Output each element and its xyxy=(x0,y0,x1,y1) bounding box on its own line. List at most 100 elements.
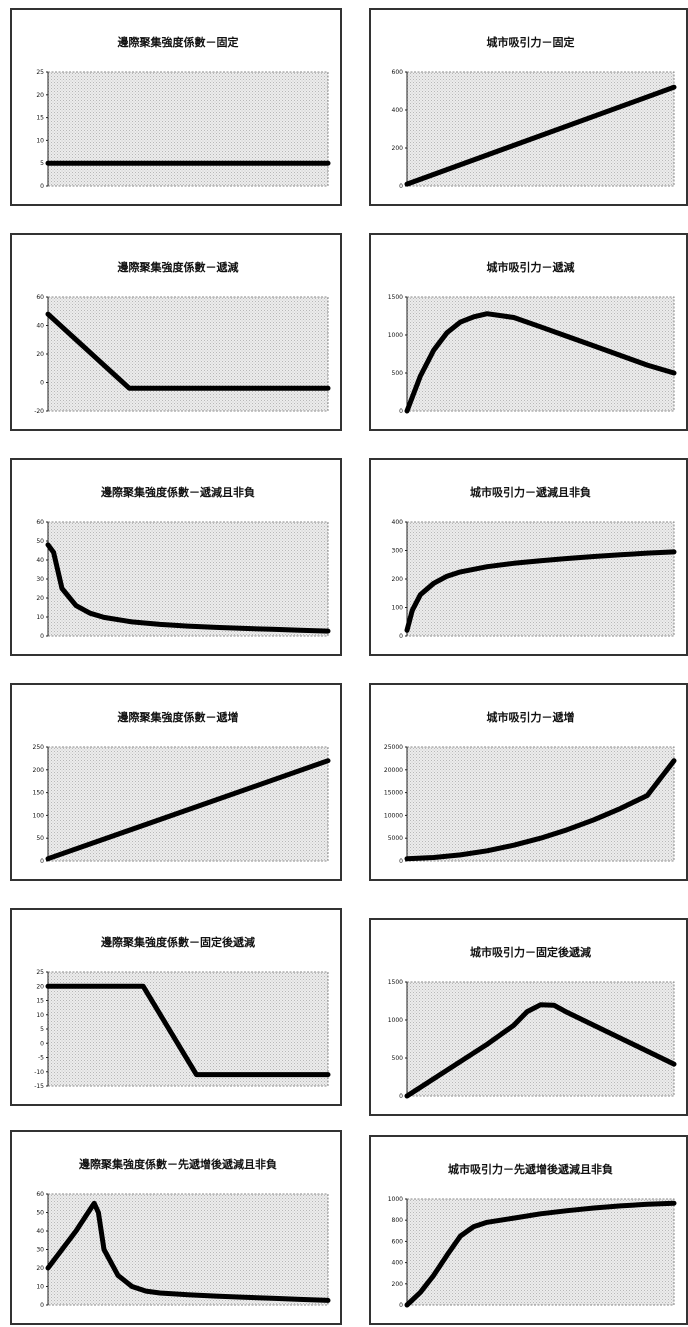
series-line xyxy=(45,1200,331,1303)
chart-svg: 城市吸引力－固定後遞減 1500 1000 500 0 xyxy=(388,945,677,1100)
chart-title: 邊際聚集強度係數－先遞增後遞減且非負 xyxy=(79,1157,277,1171)
y-tick-label: 10 xyxy=(36,614,44,621)
y-tick-label: 0 xyxy=(40,1302,44,1309)
y-tick-label: -5 xyxy=(38,1055,44,1062)
chart-svg: 邊際聚集強度係數－固定 25 20 15 10 5 0 xyxy=(36,35,331,190)
y-tick-label: 1000 xyxy=(388,1017,403,1024)
y-tick-label: -20 xyxy=(34,408,44,415)
y-tick-label: 0 xyxy=(399,1302,403,1309)
chart-title: 城市吸引力－固定後遞減 xyxy=(470,945,591,959)
y-tick-label: 20 xyxy=(36,1265,44,1272)
chart-svg: 城市吸引力－固定 600 400 200 0 xyxy=(392,35,677,190)
y-tick-label: 250 xyxy=(33,744,45,751)
y-tick-label: 150 xyxy=(33,790,45,797)
y-tick-label: 40 xyxy=(36,557,44,564)
y-tick-label: 25 xyxy=(36,69,44,76)
chart-title: 邊際聚集強度係數－固定後遞減 xyxy=(101,935,255,949)
chart-panel: 邊際聚集強度係數－遞減 60 40 20 0 -20 xyxy=(10,233,342,431)
y-tick-label: 20 xyxy=(36,92,44,99)
y-tick-label: 5000 xyxy=(388,835,403,842)
chart-title: 城市吸引力－遞減 xyxy=(487,260,575,274)
y-tick-label: 0 xyxy=(399,858,403,865)
series-line xyxy=(404,758,677,862)
chart-svg: 邊際聚集強度係數－先遞增後遞減且非負 60 50 40 30 20 10 0 xyxy=(36,1157,331,1309)
plot-area xyxy=(406,296,675,412)
chart-panel: 城市吸引力－遞減 1500 1000 500 0 xyxy=(369,233,688,431)
chart-svg: 城市吸引力－先遞增後遞減且非負 1000 800 600 400 200 0 xyxy=(388,1162,677,1309)
series-line xyxy=(45,542,331,634)
chart-svg: 邊際聚集強度係數－固定後遞減 25 20 15 10 5 0 -5 -10 -15 xyxy=(34,935,331,1090)
y-tick-label: 200 xyxy=(33,767,45,774)
y-tick-label: 50 xyxy=(36,1210,44,1217)
y-tick-label: 600 xyxy=(392,1238,404,1245)
plot-area xyxy=(47,71,329,187)
chart-panel: 城市吸引力－遞增 25000 20000 15000 10000 5000 0 xyxy=(369,683,688,881)
series-line xyxy=(404,84,677,187)
chart-svg: 邊際聚集強度係數－遞減 60 40 20 0 -20 xyxy=(34,260,331,415)
y-tick-label: 300 xyxy=(392,548,404,555)
series-line xyxy=(404,311,677,414)
y-tick-label: 60 xyxy=(36,519,44,526)
y-tick-label: 1500 xyxy=(388,294,403,301)
chart-svg: 城市吸引力－遞減且非負 400 300 200 100 0 xyxy=(392,485,677,640)
chart-panel: 邊際聚集強度係數－固定 25 20 15 10 5 0 xyxy=(10,8,342,206)
y-tick-label: 200 xyxy=(392,576,404,583)
chart-panel: 邊際聚集強度係數－固定後遞減 25 20 15 10 5 0 -5 -10 -15 xyxy=(10,908,342,1106)
y-tick-label: 0 xyxy=(40,858,44,865)
y-tick-label: 20 xyxy=(36,595,44,602)
chart-svg: 邊際聚集強度係數－遞增 250 200 150 100 50 0 xyxy=(33,710,331,865)
chart-panel: 城市吸引力－固定 600 400 200 0 xyxy=(369,8,688,206)
y-tick-label: 0 xyxy=(40,633,44,640)
chart-title: 邊際聚集強度係數－遞減 xyxy=(118,260,239,274)
y-tick-label: 10 xyxy=(36,1284,44,1291)
plot-area xyxy=(47,971,329,1087)
chart-svg: 城市吸引力－遞減 1500 1000 500 0 xyxy=(388,260,677,415)
chart-panel: 城市吸引力－固定後遞減 1500 1000 500 0 xyxy=(369,918,688,1116)
y-tick-label: 5 xyxy=(40,1026,44,1033)
y-tick-label: 15 xyxy=(36,998,44,1005)
y-tick-label: 200 xyxy=(392,1281,404,1288)
y-tick-label: 25 xyxy=(36,969,44,976)
y-tick-label: 30 xyxy=(36,576,44,583)
plot-area xyxy=(406,521,675,637)
chart-svg: 邊際聚集強度係數－遞減且非負 60 50 40 30 20 10 0 xyxy=(36,485,331,640)
y-tick-label: 50 xyxy=(36,538,44,545)
y-tick-label: 1000 xyxy=(388,1196,403,1203)
y-tick-label: 400 xyxy=(392,107,404,114)
plot-area xyxy=(406,981,675,1097)
y-tick-label: 0 xyxy=(399,408,403,415)
chart-title: 城市吸引力－遞減且非負 xyxy=(470,485,591,499)
y-tick-label: 20 xyxy=(36,351,44,358)
plot-area xyxy=(47,521,329,637)
y-tick-label: 200 xyxy=(392,145,404,152)
y-tick-label: 20 xyxy=(36,983,44,990)
y-tick-label: 0 xyxy=(40,1040,44,1047)
y-tick-label: 0 xyxy=(399,1093,403,1100)
y-tick-label: 0 xyxy=(399,183,403,190)
y-tick-label: 0 xyxy=(40,380,44,387)
y-tick-label: 5 xyxy=(40,160,44,167)
y-tick-label: 15 xyxy=(36,115,44,122)
y-tick-label: 100 xyxy=(392,605,404,612)
y-tick-label: 30 xyxy=(36,1247,44,1254)
y-tick-label: 15000 xyxy=(384,790,403,797)
series-line xyxy=(45,983,331,1078)
chart-title: 邊際聚集強度係數－固定 xyxy=(118,35,239,49)
y-tick-label: 40 xyxy=(36,1228,44,1235)
series-line xyxy=(404,549,677,633)
plot-area xyxy=(47,296,329,412)
y-tick-label: -15 xyxy=(34,1083,44,1090)
y-tick-label: 400 xyxy=(392,519,404,526)
y-tick-label: 25000 xyxy=(384,744,403,751)
y-tick-label: 800 xyxy=(392,1217,404,1224)
y-tick-label: 0 xyxy=(40,183,44,190)
chart-panel: 城市吸引力－先遞增後遞減且非負 1000 800 600 400 200 0 xyxy=(369,1135,688,1325)
series-line xyxy=(404,1200,677,1308)
chart-title: 邊際聚集強度係數－遞減且非負 xyxy=(101,485,255,499)
chart-panel: 城市吸引力－遞減且非負 400 300 200 100 0 xyxy=(369,458,688,656)
series-line xyxy=(404,1002,677,1099)
chart-title: 城市吸引力－固定 xyxy=(487,35,575,49)
series-line xyxy=(45,311,331,391)
y-tick-label: 50 xyxy=(36,835,44,842)
y-tick-label: -10 xyxy=(34,1069,44,1076)
